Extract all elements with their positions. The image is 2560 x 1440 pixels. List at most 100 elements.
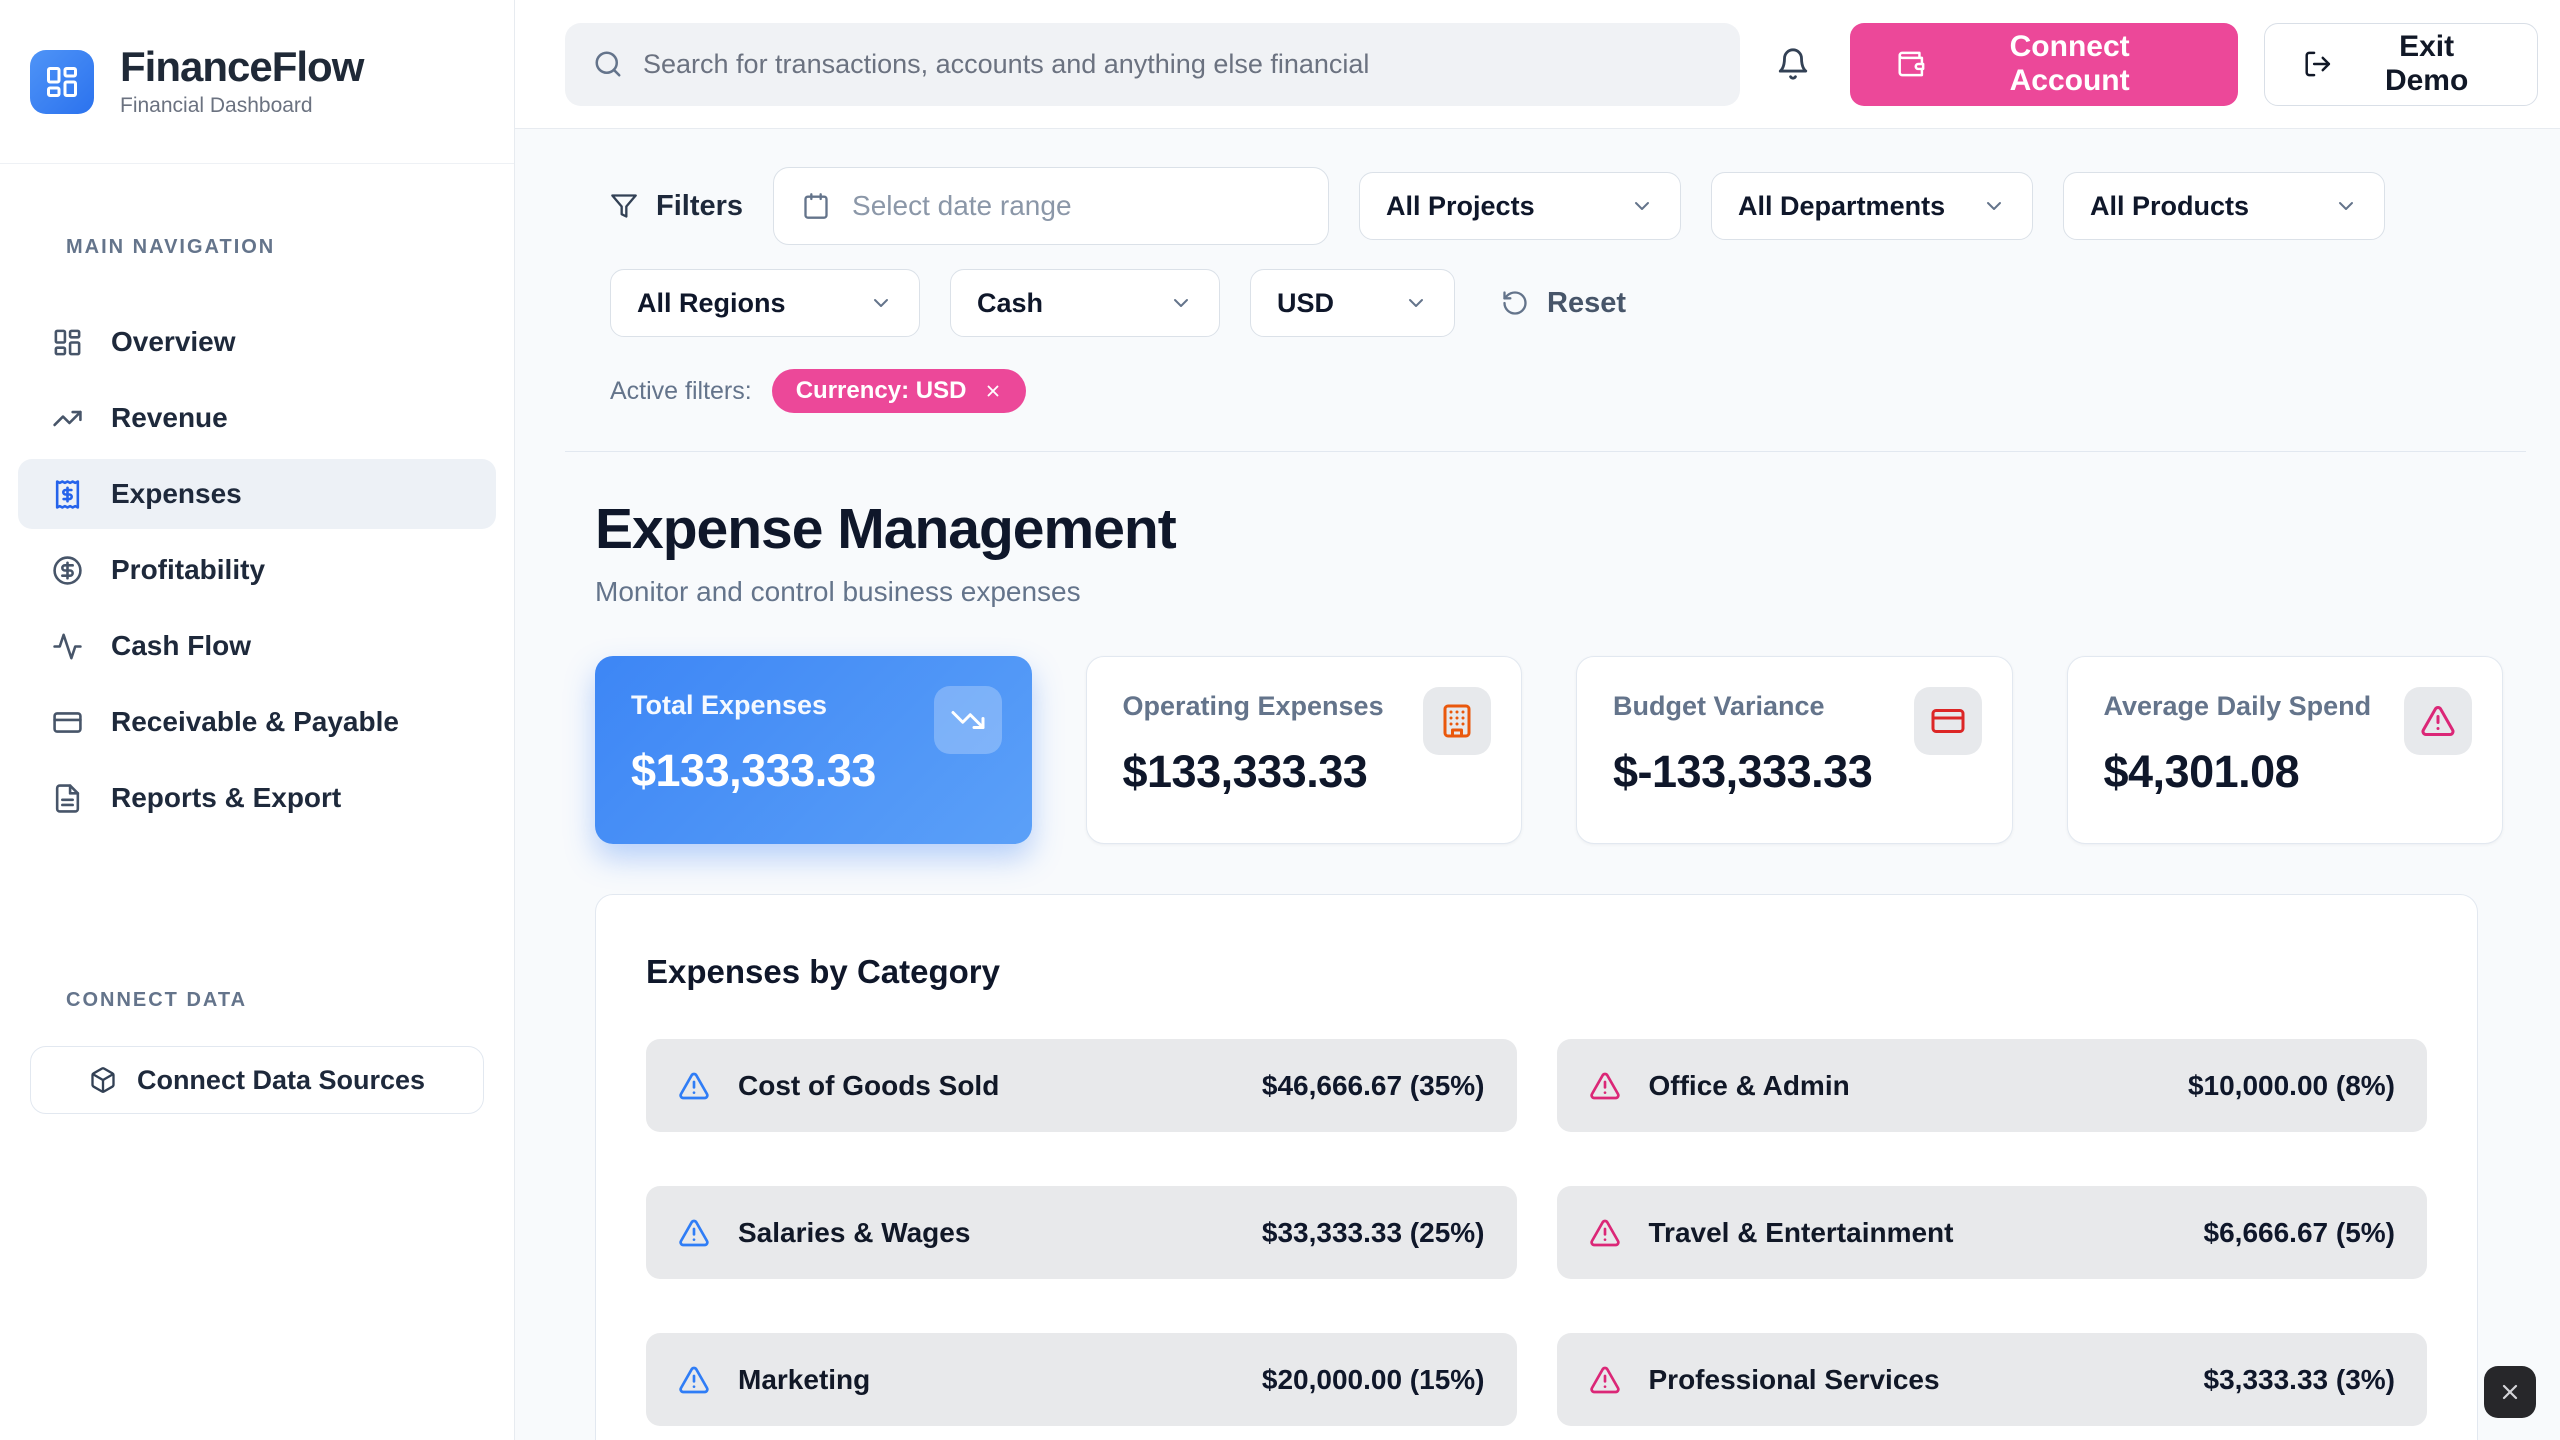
sidebar-item-reports-export[interactable]: Reports & Export xyxy=(18,763,496,833)
category-value: $20,000.00 (15%) xyxy=(1261,1363,1485,1395)
category-grid: Cost of Goods Sold $46,666.67 (35%) Sala… xyxy=(646,1039,2427,1426)
stat-card-total-expenses[interactable]: Total Expenses $133,333.33 xyxy=(595,656,1032,844)
trending-up-icon xyxy=(53,410,82,426)
select-regions-value: All Regions xyxy=(637,287,786,318)
sidebar-item-receivable-payable[interactable]: Receivable & Payable xyxy=(18,687,496,757)
active-filter-chip-currency[interactable]: Currency: USD xyxy=(771,369,1027,413)
stat-icon-chip xyxy=(2404,687,2472,755)
filter-row-2: All Regions Cash USD Reset xyxy=(610,269,2526,337)
search-icon xyxy=(595,51,621,77)
package-icon xyxy=(91,1067,115,1093)
brand-name: FinanceFlow xyxy=(120,43,364,91)
filters-title: Filters xyxy=(610,190,743,223)
stat-card-budget-variance[interactable]: Budget Variance $-133,333.33 xyxy=(1576,656,2013,844)
stat-card-average-daily-spend[interactable]: Average Daily Spend $4,301.08 xyxy=(2066,656,2503,844)
sidebar-item-overview[interactable]: Overview xyxy=(18,307,496,377)
category-value: $33,333.33 (25%) xyxy=(1261,1216,1485,1248)
alert-triangle-icon xyxy=(679,1219,709,1246)
close-button[interactable] xyxy=(2484,1366,2536,1418)
alert-triangle-icon xyxy=(679,1072,709,1099)
bell-icon xyxy=(1778,48,1808,80)
exit-demo-button[interactable]: Exit Demo xyxy=(2263,22,2538,106)
chevron-down-icon xyxy=(874,299,888,307)
filter-icon xyxy=(611,194,637,218)
select-departments-value: All Departments xyxy=(1738,190,1946,221)
main-navigation: Overview Revenue Expenses Profitability … xyxy=(0,301,514,839)
category-column-right: Office & Admin $10,000.00 (8%) Travel & … xyxy=(1556,1039,2427,1426)
alert-triangle-icon xyxy=(679,1366,709,1393)
sidebar-item-cash-flow[interactable]: Cash Flow xyxy=(18,611,496,681)
brand-subtitle: Financial Dashboard xyxy=(120,93,313,117)
stat-value: $133,333.33 xyxy=(1122,746,1368,797)
sidebar: FinanceFlow Financial Dashboard MAIN NAV… xyxy=(0,0,515,1440)
connect-account-label: Connect Account xyxy=(2009,30,2130,97)
connect-data-label: CONNECT DATA xyxy=(66,989,248,1011)
reset-filters-button[interactable]: Reset xyxy=(1501,287,1626,320)
receipt-icon xyxy=(55,479,80,509)
category-row-office-admin: Office & Admin $10,000.00 (8%) xyxy=(1556,1039,2427,1132)
select-regions[interactable]: All Regions xyxy=(610,269,920,337)
sidebar-item-label: Expenses xyxy=(111,478,242,509)
stat-value: $133,333.33 xyxy=(631,745,876,796)
sidebar-item-label: Reports & Export xyxy=(111,782,342,813)
sidebar-item-profitability[interactable]: Profitability xyxy=(18,535,496,605)
connect-data-sources-button[interactable]: Connect Data Sources xyxy=(30,1046,484,1114)
page-title: Expense Management xyxy=(595,497,1177,561)
category-row-travel-entertainment: Travel & Entertainment $6,666.67 (5%) xyxy=(1556,1186,2427,1279)
filter-row-1: Filters All Projects All Departments xyxy=(610,167,2526,245)
layout-dashboard-icon xyxy=(47,66,77,97)
category-value: $3,333.33 (3%) xyxy=(2203,1363,2395,1395)
close-icon[interactable] xyxy=(984,382,1002,400)
chevron-down-icon xyxy=(2339,202,2354,210)
select-projects[interactable]: All Projects xyxy=(1359,172,1682,240)
category-name: Marketing xyxy=(738,1363,871,1395)
select-departments[interactable]: All Departments xyxy=(1711,172,2034,240)
stat-label: Total Expenses xyxy=(631,690,828,720)
stat-icon-chip xyxy=(1423,687,1491,755)
alert-triangle-icon xyxy=(2421,705,2455,737)
sidebar-item-expenses[interactable]: Expenses xyxy=(18,459,496,529)
select-products[interactable]: All Products xyxy=(2063,172,2386,240)
select-currency[interactable]: USD xyxy=(1250,269,1455,337)
stat-card-operating-expenses[interactable]: Operating Expenses $133,333.33 xyxy=(1085,656,1522,844)
chevron-down-icon xyxy=(1174,299,1188,307)
notifications-button[interactable] xyxy=(1776,47,1810,81)
category-section-title: Expenses by Category xyxy=(646,953,1000,990)
logout-icon xyxy=(2305,51,2330,77)
activity-icon xyxy=(53,633,82,659)
category-name: Professional Services xyxy=(1648,1363,1940,1395)
search-bar xyxy=(565,22,1740,106)
sidebar-item-label: Cash Flow xyxy=(111,630,252,661)
sidebar-item-label: Overview xyxy=(111,326,236,357)
brand: FinanceFlow Financial Dashboard xyxy=(0,0,514,164)
category-name: Office & Admin xyxy=(1648,1069,1850,1101)
category-column-left: Cost of Goods Sold $46,666.67 (35%) Sala… xyxy=(646,1039,1517,1426)
app-logo xyxy=(30,49,94,114)
sidebar-item-label: Receivable & Payable xyxy=(111,706,399,737)
select-payment-method-value: Cash xyxy=(977,287,1044,318)
stat-label: Operating Expenses xyxy=(1122,691,1384,721)
select-products-value: All Products xyxy=(2090,190,2250,221)
chevron-down-icon xyxy=(1409,299,1423,307)
sidebar-item-revenue[interactable]: Revenue xyxy=(18,383,496,453)
date-range-field[interactable] xyxy=(852,190,1301,222)
alert-triangle-icon xyxy=(1589,1072,1620,1099)
nav-section-label: MAIN NAVIGATION xyxy=(66,236,276,258)
filters-panel: Filters All Projects All Departments xyxy=(565,167,2526,413)
sidebar-item-label: Revenue xyxy=(111,402,228,433)
category-value: $10,000.00 (8%) xyxy=(2187,1069,2395,1101)
select-payment-method[interactable]: Cash xyxy=(950,269,1220,337)
connect-account-button[interactable]: Connect Account xyxy=(1850,22,2238,106)
date-range-input[interactable] xyxy=(773,167,1330,245)
close-icon xyxy=(2502,1384,2518,1400)
topbar: Connect Account Exit Demo xyxy=(515,0,2560,129)
chevron-down-icon xyxy=(1987,202,2002,210)
connect-data-sources-label: Connect Data Sources xyxy=(136,1064,426,1095)
sidebar-item-label: Profitability xyxy=(111,554,266,585)
search-input[interactable] xyxy=(643,48,1712,80)
stat-icon-chip xyxy=(933,686,1002,754)
page-header: Expense Management Monitor and control b… xyxy=(565,496,2526,608)
filters-label: Filters xyxy=(656,189,744,222)
active-filters-row: Active filters: Currency: USD xyxy=(610,369,2526,413)
